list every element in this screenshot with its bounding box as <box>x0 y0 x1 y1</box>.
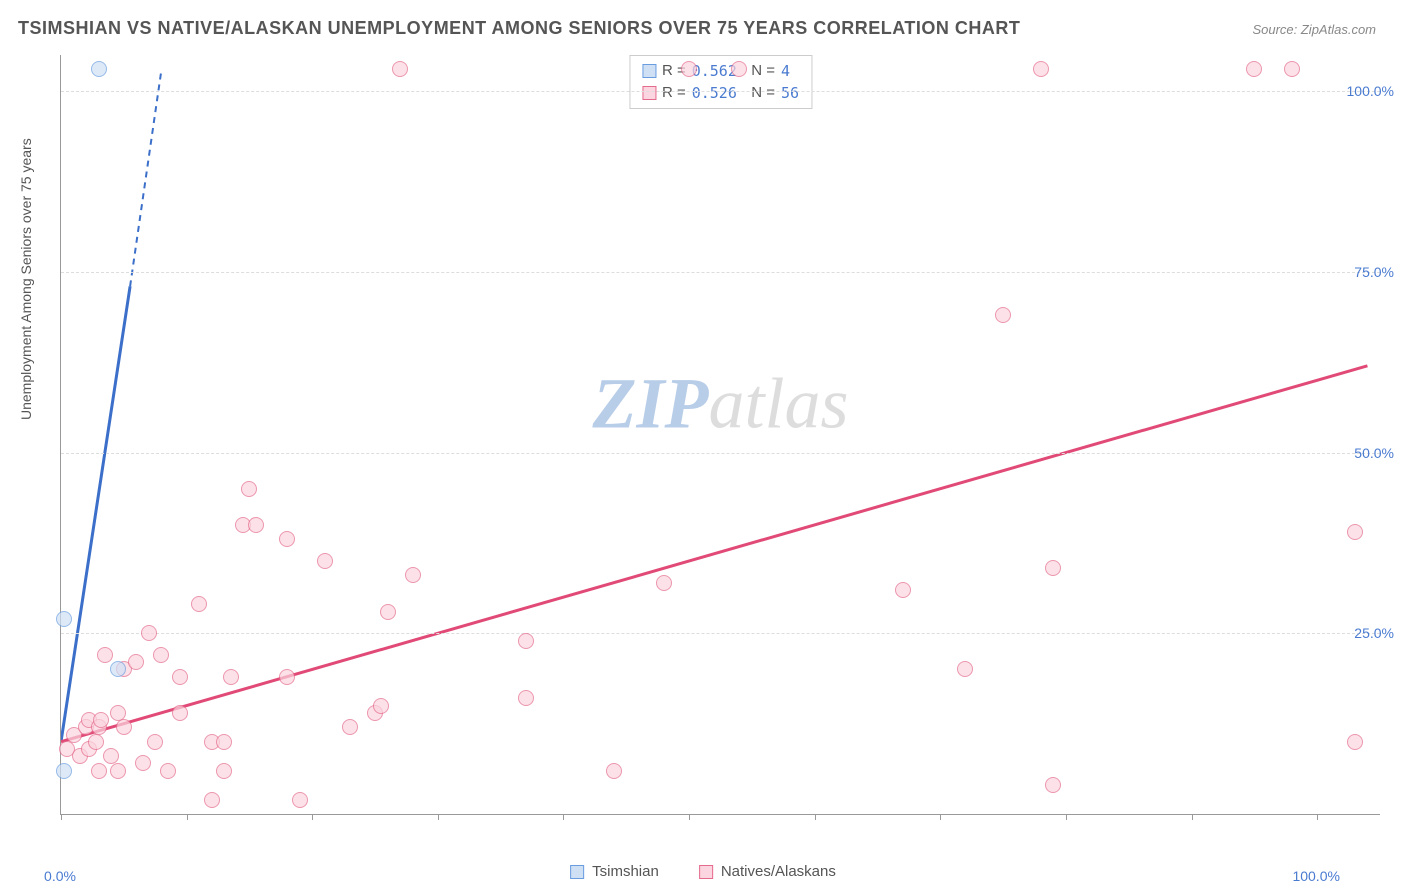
legend-swatch-2 <box>699 865 713 879</box>
scatter-point <box>731 61 747 77</box>
scatter-point <box>241 481 257 497</box>
scatter-point <box>342 719 358 735</box>
scatter-point <box>97 647 113 663</box>
x-tick <box>1192 814 1193 820</box>
scatter-point <box>279 669 295 685</box>
scatter-point <box>116 719 132 735</box>
scatter-point <box>88 734 104 750</box>
scatter-point <box>373 698 389 714</box>
scatter-point <box>216 763 232 779</box>
scatter-point <box>128 654 144 670</box>
scatter-point <box>153 647 169 663</box>
x-tick <box>940 814 941 820</box>
stat-r-1: 0.562 <box>692 60 737 82</box>
x-tick <box>1066 814 1067 820</box>
scatter-point <box>1284 61 1300 77</box>
stat-r-label: R = <box>662 82 686 104</box>
scatter-point <box>110 763 126 779</box>
swatch-1 <box>642 64 656 78</box>
scatter-point <box>91 763 107 779</box>
stat-n-label: N = <box>743 60 775 82</box>
plot-area: ZIPatlas R = 0.562 N = 4 R = 0.526 N = 5… <box>60 55 1380 815</box>
scatter-point <box>1045 560 1061 576</box>
watermark-zip: ZIP <box>592 364 708 444</box>
legend-label-1: Tsimshian <box>592 863 659 880</box>
scatter-point <box>1246 61 1262 77</box>
x-tick <box>187 814 188 820</box>
scatter-point <box>681 61 697 77</box>
scatter-point <box>172 669 188 685</box>
scatter-point <box>895 582 911 598</box>
watermark: ZIPatlas <box>592 363 848 446</box>
stat-n-1: 4 <box>781 60 790 82</box>
scatter-point <box>216 734 232 750</box>
x-tick <box>563 814 564 820</box>
scatter-point <box>957 661 973 677</box>
scatter-point <box>606 763 622 779</box>
scatter-point <box>392 61 408 77</box>
scatter-point <box>191 596 207 612</box>
scatter-point <box>518 690 534 706</box>
y-axis-label: Unemployment Among Seniors over 75 years <box>18 138 34 420</box>
scatter-point <box>223 669 239 685</box>
scatter-point <box>518 633 534 649</box>
scatter-point <box>1347 734 1363 750</box>
y-tick-label: 75.0% <box>1354 264 1394 280</box>
x-tick <box>1317 814 1318 820</box>
scatter-point <box>1347 524 1363 540</box>
x-tick-label-max: 100.0% <box>1292 868 1339 884</box>
x-tick-label-min: 0.0% <box>44 868 76 884</box>
legend-swatch-1 <box>570 865 584 879</box>
scatter-point <box>91 61 107 77</box>
y-tick-label: 100.0% <box>1347 83 1394 99</box>
gridline <box>61 633 1380 634</box>
legend-item-2: Natives/Alaskans <box>699 863 836 880</box>
stats-row-2: R = 0.526 N = 56 <box>642 82 799 104</box>
legend-item-1: Tsimshian <box>570 863 659 880</box>
x-tick <box>689 814 690 820</box>
scatter-point <box>160 763 176 779</box>
y-tick-label: 25.0% <box>1354 625 1394 641</box>
gridline <box>61 272 1380 273</box>
scatter-point <box>56 763 72 779</box>
x-tick <box>312 814 313 820</box>
scatter-point <box>110 705 126 721</box>
regression-lines <box>61 55 1380 814</box>
scatter-point <box>147 734 163 750</box>
legend-label-2: Natives/Alaskans <box>721 863 836 880</box>
y-tick-label: 50.0% <box>1354 445 1394 461</box>
stats-box: R = 0.562 N = 4 R = 0.526 N = 56 <box>629 55 812 109</box>
gridline <box>61 91 1380 92</box>
chart-title: TSIMSHIAN VS NATIVE/ALASKAN UNEMPLOYMENT… <box>18 18 1020 39</box>
scatter-point <box>317 553 333 569</box>
scatter-point <box>110 661 126 677</box>
scatter-point <box>172 705 188 721</box>
scatter-point <box>380 604 396 620</box>
scatter-point <box>204 792 220 808</box>
scatter-point <box>141 625 157 641</box>
x-tick <box>438 814 439 820</box>
scatter-point <box>995 307 1011 323</box>
x-tick <box>61 814 62 820</box>
scatter-point <box>279 531 295 547</box>
bottom-legend: Tsimshian Natives/Alaskans <box>570 863 836 880</box>
stat-r-2: 0.526 <box>692 82 737 104</box>
swatch-2 <box>642 86 656 100</box>
watermark-atlas: atlas <box>708 364 848 444</box>
stat-n-2: 56 <box>781 82 799 104</box>
scatter-point <box>135 755 151 771</box>
scatter-point <box>1033 61 1049 77</box>
scatter-point <box>1045 777 1061 793</box>
source-attribution: Source: ZipAtlas.com <box>1252 22 1376 37</box>
scatter-point <box>56 611 72 627</box>
scatter-point <box>93 712 109 728</box>
x-tick <box>815 814 816 820</box>
scatter-point <box>656 575 672 591</box>
scatter-point <box>292 792 308 808</box>
stats-row-1: R = 0.562 N = 4 <box>642 60 799 82</box>
scatter-point <box>248 517 264 533</box>
scatter-point <box>405 567 421 583</box>
stat-n-label: N = <box>743 82 775 104</box>
gridline <box>61 453 1380 454</box>
